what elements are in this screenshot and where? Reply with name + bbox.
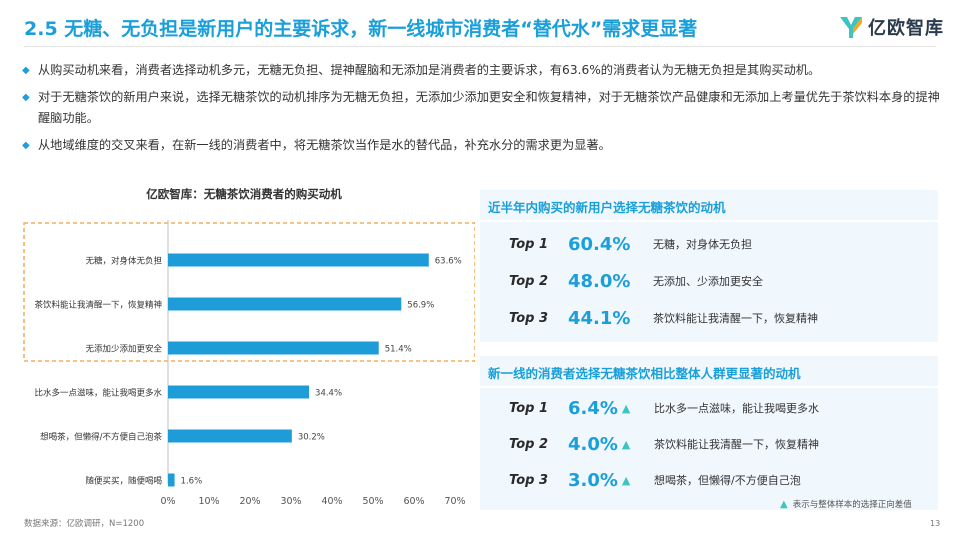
page-title: 2.5 无糖、无负担是新用户的主要诉求，新一线城市消费者“替代水”需求更显著 <box>24 14 697 41</box>
triangle-up-icon: ▲ <box>780 499 788 510</box>
rank-percent: 4.0% ▲ <box>568 434 630 455</box>
category-label: 茶饮料能让我清醒一下，恢复精神 <box>34 300 162 311</box>
rank-row: Top 1 60.4% 无糖，对身体无负担 <box>480 226 938 262</box>
bar <box>168 430 292 443</box>
bullet-item: ◆ 从地域维度的交叉来看，在新一线的消费者中，将无糖茶饮当作是水的替代品，补充水… <box>22 135 942 156</box>
percent-value: 44.1% <box>568 308 630 329</box>
new-users-panel: 近半年内购买的新用户选择无糖茶饮的动机 Top 1 60.4% 无糖，对身体无负… <box>480 190 938 342</box>
bar <box>168 298 401 311</box>
percent-value: 48.0% <box>568 271 630 292</box>
panel-heading: 近半年内购买的新用户选择无糖茶饮的动机 <box>488 197 726 216</box>
rank-desc: 比水多一点滋味，能让我喝更多水 <box>654 400 819 416</box>
x-tick-label: 10% <box>198 496 219 507</box>
bullet-text: 从购买动机来看，消费者选择动机多元，无糖无负担、提神醒脑和无添加是消费者的主要诉… <box>38 60 942 81</box>
x-tick-label: 0% <box>160 496 175 507</box>
page-number: 13 <box>930 519 940 528</box>
value-label: 34.4% <box>315 389 342 399</box>
value-label: 56.9% <box>407 301 434 311</box>
new-tier1-panel: 新一线的消费者选择无糖茶饮相比整体人群更显著的动机 Top 1 6.4% ▲ 比水… <box>480 356 938 510</box>
bullet-item: ◆ 对于无糖茶饮的新用户来说，选择无糖茶饮的动机排序为无糖无负担，无添加少添加更… <box>22 87 942 129</box>
rank-percent: 6.4% ▲ <box>568 398 630 419</box>
rank-label: Top 1 <box>509 401 548 416</box>
bullet-list: ◆ 从购买动机来看，消费者选择动机多元，无糖无负担、提神醒脑和无添加是消费者的主… <box>22 60 942 162</box>
diamond-icon: ◆ <box>22 135 38 156</box>
rank-row: Top 1 6.4% ▲ 比水多一点滋味，能让我喝更多水 <box>480 390 938 426</box>
rank-row: Top 3 44.1% 茶饮料能让我清醒一下，恢复精神 <box>480 300 938 336</box>
bullet-item: ◆ 从购买动机来看，消费者选择动机多元，无糖无负担、提神醒脑和无添加是消费者的主… <box>22 60 942 81</box>
x-tick-label: 40% <box>321 496 342 507</box>
brand-logo: 亿欧智库 <box>838 14 944 40</box>
x-tick-label: 20% <box>239 496 260 507</box>
diamond-icon: ◆ <box>22 87 38 129</box>
logo-icon <box>838 14 864 40</box>
rank-desc: 茶饮料能让我清醒一下，恢复精神 <box>654 436 819 452</box>
percent-value: 3.0% <box>568 470 618 491</box>
panel-divider <box>480 220 938 222</box>
category-label: 比水多一点滋味，能让我喝更多水 <box>34 388 162 399</box>
category-label: 无糖，对身体无负担 <box>85 256 162 267</box>
highlight-box <box>24 223 475 361</box>
rank-percent: 44.1% <box>568 308 630 329</box>
legend-note-text: 表示与整体样本的选择正向差值 <box>793 498 912 510</box>
rank-desc: 无添加、少添加更安全 <box>653 273 763 289</box>
triangle-up-icon: ▲ <box>622 474 630 487</box>
rank-desc: 无糖，对身体无负担 <box>653 236 752 252</box>
triangle-up-icon: ▲ <box>622 402 630 415</box>
data-source: 数据来源：亿欧调研，N=1200 <box>24 517 144 529</box>
panel-heading: 新一线的消费者选择无糖茶饮相比整体人群更显著的动机 <box>488 363 801 382</box>
motivation-bar-chart: 0% 10% 20% 30% 40% 50% 60% 70% 无糖，对身体无负担 63.6% 茶饮料… <box>0 200 475 515</box>
percent-value: 4.0% <box>568 434 618 455</box>
bar <box>168 474 175 487</box>
triangle-up-icon: ▲ <box>622 438 630 451</box>
value-label: 1.6% <box>181 477 203 487</box>
rank-percent: 3.0% ▲ <box>568 470 630 491</box>
bullet-text: 从地域维度的交叉来看，在新一线的消费者中，将无糖茶饮当作是水的替代品，补充水分的… <box>38 135 942 156</box>
category-label: 想喝茶，但懒得/不方便自己泡茶 <box>40 432 162 443</box>
rank-percent: 60.4% <box>568 234 630 255</box>
bar <box>168 254 429 267</box>
rank-label: Top 1 <box>509 237 548 252</box>
title-divider <box>24 46 936 47</box>
x-tick-label: 30% <box>280 496 301 507</box>
percent-value: 6.4% <box>568 398 618 419</box>
bullet-text: 对于无糖茶饮的新用户来说，选择无糖茶饮的动机排序为无糖无负担，无添加少添加更安全… <box>38 87 942 129</box>
x-tick-label: 50% <box>362 496 383 507</box>
rank-label: Top 2 <box>509 274 548 289</box>
legend-note: ▲ 表示与整体样本的选择正向差值 <box>780 498 912 510</box>
rank-percent: 48.0% <box>568 271 630 292</box>
rank-label: Top 3 <box>509 473 548 488</box>
value-label: 30.2% <box>298 433 325 443</box>
rank-desc: 茶饮料能让我清醒一下，恢复精神 <box>653 310 818 326</box>
x-tick-label: 70% <box>444 496 465 507</box>
rank-label: Top 2 <box>509 437 548 452</box>
logo-text: 亿欧智库 <box>868 14 944 40</box>
percent-value: 60.4% <box>568 234 630 255</box>
rank-row: Top 2 48.0% 无添加、少添加更安全 <box>480 263 938 299</box>
bar <box>168 342 379 355</box>
value-label: 63.6% <box>435 257 462 267</box>
diamond-icon: ◆ <box>22 60 38 81</box>
value-label: 51.4% <box>385 345 412 355</box>
rank-desc: 想喝茶，但懒得/不方便自己泡 <box>654 472 801 488</box>
category-label: 随便买买，随便喝喝 <box>85 476 162 487</box>
x-tick-label: 60% <box>403 496 424 507</box>
bar <box>168 386 309 399</box>
rank-row: Top 2 4.0% ▲ 茶饮料能让我清醒一下，恢复精神 <box>480 426 938 462</box>
rank-label: Top 3 <box>509 311 548 326</box>
category-label: 无添加少添加更安全 <box>85 344 162 355</box>
rank-row: Top 3 3.0% ▲ 想喝茶，但懒得/不方便自己泡 <box>480 462 938 498</box>
panel-divider <box>480 386 938 388</box>
